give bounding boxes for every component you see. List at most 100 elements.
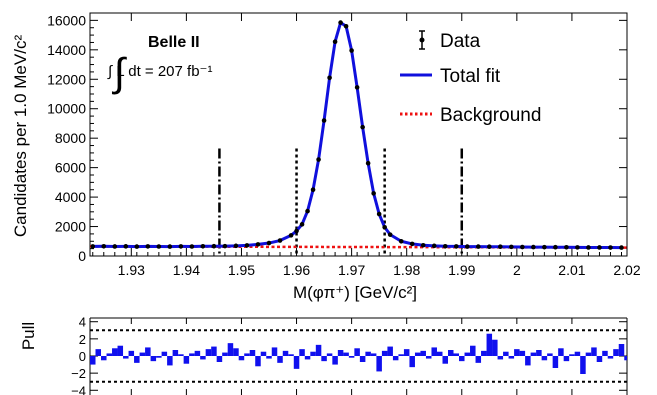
pull-bar <box>563 356 570 362</box>
data-point <box>387 232 393 237</box>
data-marker <box>520 244 525 250</box>
data-point <box>90 244 96 249</box>
pull-bar <box>569 354 575 356</box>
pull-bar <box>249 350 256 356</box>
x-tick-label: 1.95 <box>228 262 255 278</box>
data-marker <box>586 245 591 250</box>
pull-bar <box>117 345 124 356</box>
data-marker <box>409 241 415 247</box>
data-point <box>371 191 376 196</box>
pull-bar <box>414 352 421 356</box>
pull-bar <box>194 350 201 356</box>
x-tick-label: 2 <box>513 262 521 278</box>
data-marker <box>200 243 206 249</box>
x-tick-label: 2.01 <box>558 262 585 278</box>
pull-bar <box>128 350 135 356</box>
pull-bar <box>541 356 548 361</box>
legend-item-background: Background <box>400 105 541 126</box>
pull-bar <box>271 347 278 356</box>
data-point <box>442 243 448 249</box>
pull-bar <box>359 356 366 362</box>
experiment-label: Belle II <box>148 34 200 51</box>
data-point <box>233 243 239 249</box>
pull-bar <box>365 351 371 356</box>
legend-data-label: Data <box>440 31 481 52</box>
main-plot-frame <box>89 12 628 257</box>
pull-bar <box>481 350 487 356</box>
pull-bar <box>123 356 129 359</box>
data-point <box>575 245 580 250</box>
pull-bar <box>183 356 190 364</box>
data-point <box>420 242 426 248</box>
pull-bar <box>172 350 179 356</box>
data-marker <box>382 224 387 230</box>
data-marker <box>575 245 580 250</box>
pull-bar <box>222 352 228 356</box>
data-point <box>498 244 503 250</box>
data-point <box>553 244 558 250</box>
data-marker <box>431 243 437 249</box>
pull-bar <box>530 352 537 356</box>
y-tick-label: 12000 <box>47 71 86 87</box>
pull-bar <box>552 356 559 368</box>
pull-bar <box>519 350 526 356</box>
region-lines <box>218 148 464 256</box>
y-tick-label: 4000 <box>55 189 86 205</box>
data-marker <box>327 75 332 81</box>
pull-bar <box>337 350 344 356</box>
pull-bar <box>167 356 173 366</box>
data-point <box>398 238 404 244</box>
y-axis-label: Candidates per 1.0 MeV/c² <box>11 35 30 238</box>
data-marker <box>316 157 321 162</box>
pull-bar <box>409 356 415 368</box>
x-axis-label: M(φπ⁺) [GeV/c²] <box>293 283 417 302</box>
pull-bar <box>101 356 107 361</box>
pull-bar <box>585 352 592 356</box>
data-point <box>531 244 536 250</box>
y-tick-label: 8000 <box>55 130 86 146</box>
data-point <box>310 187 316 193</box>
pull-bar <box>227 343 234 356</box>
pull-bar <box>420 350 426 356</box>
pull-y-tick-label: 4 <box>79 315 86 330</box>
pull-bar <box>156 356 162 358</box>
pull-bar <box>448 350 454 356</box>
pull-y-axis: 4 2 0 −2 −4 <box>71 315 627 395</box>
pull-y-tick-label: 2 <box>79 332 86 347</box>
data-marker <box>167 244 173 249</box>
data-point <box>112 244 118 249</box>
data-point <box>288 233 294 238</box>
data-point <box>360 124 365 130</box>
y-axis: 0 2000 4000 6000 8000 10000 12000 14000 16000 <box>47 12 627 264</box>
y-tick-label: 0 <box>78 248 86 264</box>
data-marker <box>442 243 448 249</box>
pull-bar <box>398 354 404 356</box>
pull-bar <box>387 346 393 356</box>
data-marker <box>156 244 162 249</box>
pull-bar <box>266 356 272 359</box>
pull-bar <box>288 354 294 356</box>
pull-bar <box>354 348 360 356</box>
y-tick-label: 6000 <box>55 160 86 176</box>
pull-bar <box>602 350 608 356</box>
data-point <box>101 243 107 249</box>
pull-y-tick-label: −4 <box>71 383 86 395</box>
data-marker <box>134 244 140 249</box>
pull-bar <box>392 356 399 361</box>
data-marker <box>343 23 349 29</box>
pull-bar <box>348 356 355 358</box>
pull-bar <box>293 356 300 369</box>
data-point <box>305 208 310 214</box>
data-point <box>200 243 206 249</box>
data-marker <box>90 244 96 249</box>
pull-bar <box>464 352 471 356</box>
data-point <box>365 160 371 166</box>
data-point <box>266 240 272 246</box>
total-fit-curve-group <box>92 21 622 250</box>
pull-bar <box>525 356 531 366</box>
data-point <box>586 245 591 250</box>
pull-bar <box>332 356 338 365</box>
y-tick-label: 10000 <box>47 101 86 117</box>
data-marker <box>244 243 250 248</box>
data-point <box>619 245 624 250</box>
